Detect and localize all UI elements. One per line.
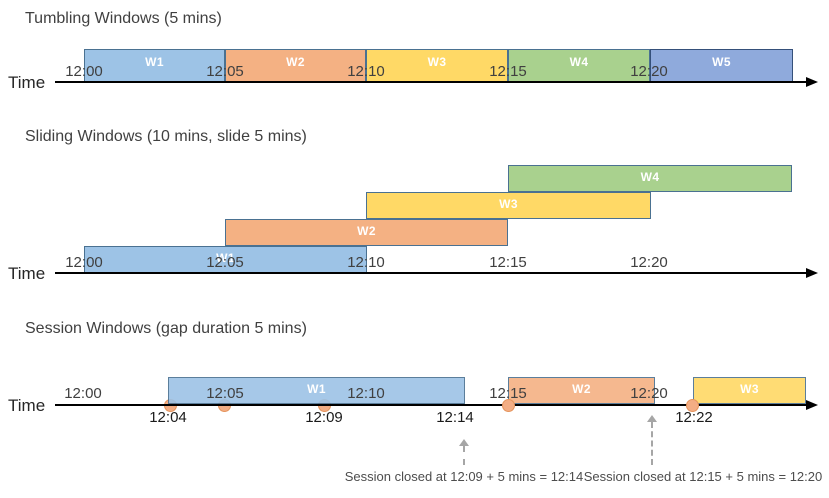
- session-timeline-arrowhead-icon: [806, 400, 818, 410]
- session-closed-annotation-2: Session closed at 12:15 + 5 mins = 12:20: [583, 469, 823, 484]
- session-closed-annotation-1: Session closed at 12:09 + 5 mins = 12:14: [344, 469, 584, 484]
- callout-arrow-icon: [647, 415, 657, 465]
- window-label: W1: [307, 382, 326, 396]
- sliding-timeline-arrowhead-icon: [806, 268, 818, 278]
- session-close-time-1214: 12:14: [436, 409, 474, 426]
- session-tick-1210: 12:10: [347, 385, 385, 402]
- window-label: W1: [145, 55, 164, 69]
- session-tick-1215: 12:15: [489, 385, 527, 402]
- event-dot-1222: [686, 399, 699, 412]
- sliding-window-w4: W4: [508, 165, 792, 192]
- sliding-window-w2: W2: [225, 219, 508, 246]
- tumbling-tick-1220: 12:20: [630, 63, 668, 80]
- tumbling-window-w3: W3: [366, 49, 508, 82]
- window-label: W4: [569, 55, 589, 69]
- arrow-head-icon: [459, 439, 469, 446]
- session-tick-1205: 12:05: [206, 385, 244, 402]
- window-label: W2: [572, 382, 591, 396]
- tumbling-tick-1205: 12:05: [206, 63, 244, 80]
- window-label: W2: [357, 224, 376, 238]
- sliding-timeline: [55, 272, 807, 274]
- tumbling-window-w5: W5: [650, 49, 793, 82]
- event-time-1222: 12:22: [675, 409, 713, 426]
- window-label: W4: [640, 170, 660, 184]
- tumbling-tick-1215: 12:15: [489, 63, 527, 80]
- sliding-tick-1220: 12:20: [630, 254, 668, 271]
- event-time-1209: 12:09: [305, 409, 343, 426]
- arrow-head-icon: [647, 415, 657, 422]
- session-section-title: Session Windows (gap duration 5 mins): [25, 320, 307, 337]
- sliding-tick-1210: 12:10: [347, 254, 385, 271]
- sliding-tick-1200: 12:00: [65, 254, 103, 271]
- window-label: W2: [286, 55, 305, 69]
- session-tick-1200: 12:00: [64, 385, 102, 402]
- sliding-time-axis-label: Time: [8, 264, 46, 283]
- session-time-axis-label: Time: [8, 396, 46, 415]
- sliding-tick-1215: 12:15: [489, 254, 527, 271]
- sliding-section-title: Sliding Windows (10 mins, slide 5 mins): [25, 128, 307, 145]
- event-time-1204: 12:04: [149, 409, 187, 426]
- sliding-window-w3: W3: [366, 192, 651, 219]
- session-window-w1: W1: [168, 377, 465, 404]
- tumbling-tick-1210: 12:10: [347, 63, 385, 80]
- tumbling-timeline-arrowhead-icon: [806, 77, 818, 87]
- session-timeline: [55, 404, 807, 406]
- tumbling-section-title: Tumbling Windows (5 mins): [25, 10, 222, 27]
- session-tick-1220: 12:20: [630, 385, 668, 402]
- event-dot-1215: [502, 399, 515, 412]
- sliding-window-w1: W1: [84, 246, 367, 273]
- window-label: W3: [499, 197, 518, 211]
- arrow-shaft: [651, 422, 653, 465]
- window-label: W1: [216, 251, 235, 265]
- session-window-w2: W2: [508, 377, 655, 404]
- tumbling-timeline: [55, 81, 807, 83]
- callout-arrow-icon: [459, 439, 469, 465]
- sliding-tick-1205: 12:05: [206, 254, 244, 271]
- arrow-shaft: [463, 446, 465, 465]
- window-label: W3: [427, 55, 447, 69]
- session-window-w3: W3: [693, 377, 806, 404]
- tumbling-window-w1: W1: [84, 49, 225, 82]
- tumbling-time-axis-label: Time: [8, 73, 46, 92]
- window-label: W3: [740, 382, 759, 396]
- window-label: W5: [712, 55, 731, 69]
- tumbling-tick-1200: 12:00: [65, 63, 103, 80]
